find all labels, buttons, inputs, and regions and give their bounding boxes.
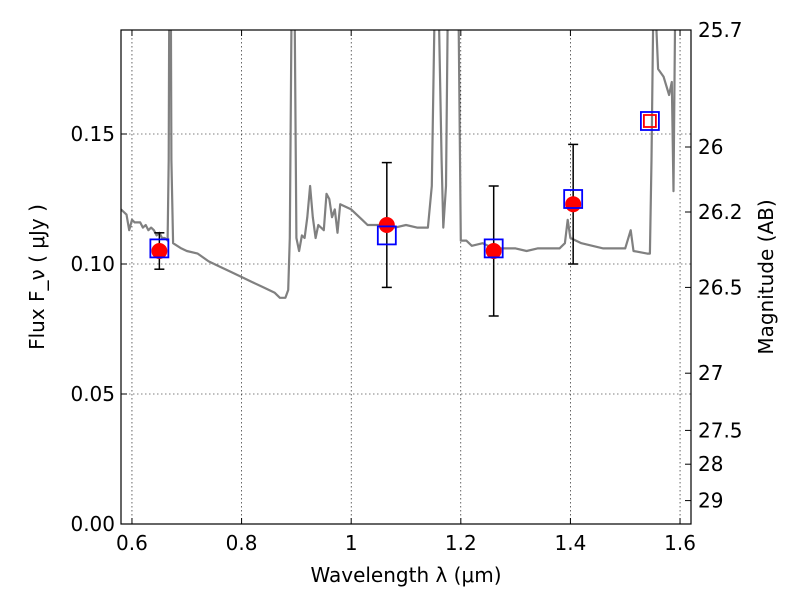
observed-flux-point xyxy=(565,196,582,213)
y2-tick-label: 28 xyxy=(698,452,723,476)
x-tick-label: 1.4 xyxy=(555,531,587,555)
observed-flux-point xyxy=(485,243,502,259)
y-tick-label: 0.05 xyxy=(70,382,115,406)
axes: 0.6 0.8 1 1.2 1.4 1.6 0.00 0.05 0.10 0.15 25.7 26 26… xyxy=(70,18,742,555)
y2-tick-label: 25.7 xyxy=(698,18,743,42)
x-tick-label: 0.8 xyxy=(226,531,258,555)
model-flux-square xyxy=(639,111,660,131)
y2-axis-title: Magnitude (AB) xyxy=(754,199,778,354)
x-tick-label: 0.6 xyxy=(116,531,148,555)
y-tick-label: 0.10 xyxy=(70,252,115,276)
model-flux-square xyxy=(149,238,170,259)
y2-tick-label: 26.5 xyxy=(698,275,743,299)
x-tick-label: 1.6 xyxy=(664,531,696,555)
plot-frame xyxy=(120,29,692,525)
model-flux-square xyxy=(483,238,504,259)
observed-flux-point xyxy=(151,243,168,259)
model-flux-square xyxy=(563,189,584,209)
y2-tick-label: 27 xyxy=(698,361,723,385)
y-tick-label: 0.15 xyxy=(70,122,115,146)
y2-tick-label: 26 xyxy=(698,135,723,159)
model-spectrum-line xyxy=(121,30,677,299)
y2-tick-label: 29 xyxy=(698,489,723,513)
x-tick-label: 1.2 xyxy=(445,531,477,555)
x-tick-label: 1 xyxy=(345,531,358,555)
red-square-marker xyxy=(642,114,657,128)
observed-flux-point xyxy=(378,217,395,233)
y-tick-label: 0.00 xyxy=(70,512,115,536)
x-axis-title: Wavelength λ (μm) xyxy=(310,563,501,587)
y-axis-title: Flux F_ν ( μJy ) xyxy=(25,204,49,350)
plot-area xyxy=(121,30,677,317)
y2-tick-label: 26.2 xyxy=(698,200,743,224)
model-flux-square xyxy=(376,225,397,246)
y2-tick-label: 27.5 xyxy=(698,418,743,442)
